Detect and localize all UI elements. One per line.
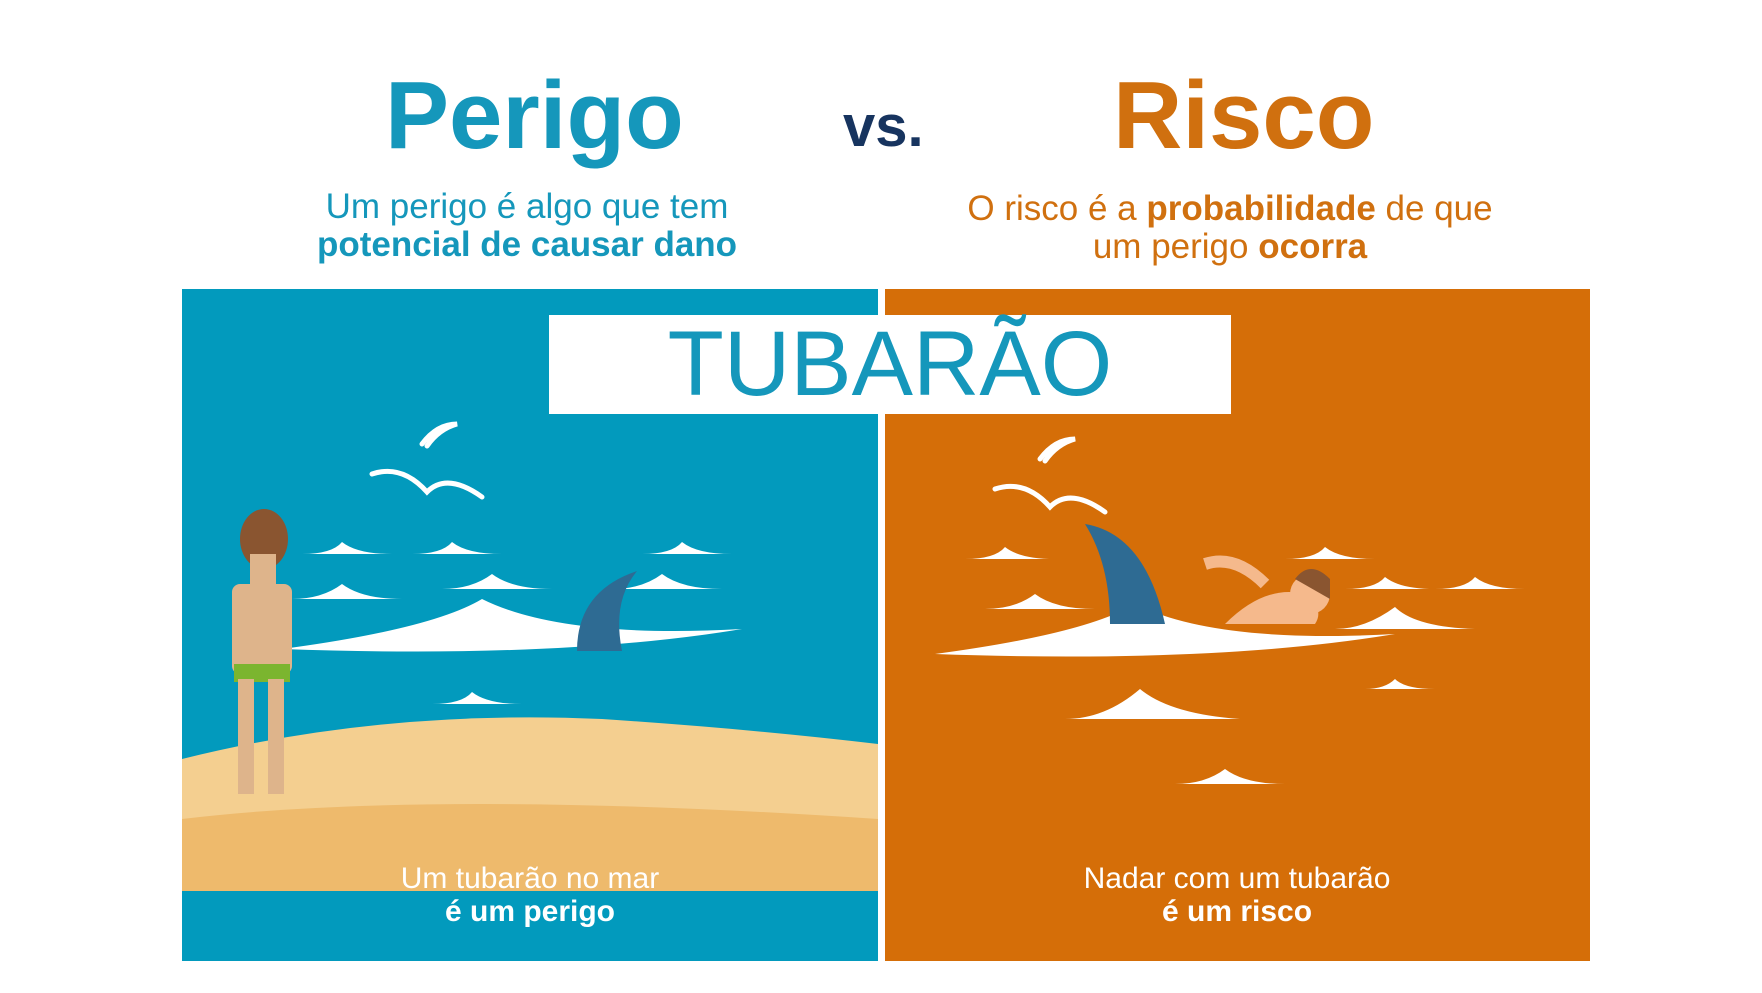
risco-definition: O risco é a probabilidade de que um peri…	[880, 190, 1580, 266]
swimming-illustration	[935, 436, 1525, 784]
hazard-caption: Um tubarão no mar é um perigo	[230, 862, 830, 928]
wave-shapes	[935, 547, 1525, 784]
sand-dark	[182, 804, 878, 891]
definition-bold: probabilidade	[1146, 189, 1376, 228]
seagull-icons	[992, 436, 1108, 515]
perigo-title: Perigo	[385, 62, 684, 169]
shark-fin-icon	[1085, 524, 1165, 624]
vs-label: vs.	[843, 94, 924, 159]
risco-title: Risco	[1113, 62, 1375, 169]
definition-text: um perigo	[1092, 227, 1259, 266]
person-standing-icon	[232, 509, 292, 794]
beach-illustration	[182, 421, 878, 891]
caption-line-bold: é um perigo	[444, 895, 616, 928]
seagull-icons	[369, 421, 485, 500]
definition-text: de que	[1375, 189, 1493, 228]
definition-line: Um perigo é algo que tem	[325, 187, 729, 226]
caption-line: Nadar com um tubarão	[1083, 862, 1391, 895]
definition-text: O risco é a	[967, 189, 1147, 228]
definition-bold: ocorra	[1258, 227, 1368, 266]
wave-shapes	[282, 542, 742, 704]
perigo-definition: Um perigo é algo que tem potencial de ca…	[177, 188, 877, 264]
definition-line-bold: potencial de causar dano	[316, 225, 738, 264]
swimmer-icon	[1203, 555, 1330, 624]
caption-line-bold: é um risco	[1161, 895, 1313, 928]
risk-caption: Nadar com um tubarão é um risco	[937, 862, 1537, 928]
shark-fin-icon	[577, 571, 637, 651]
shark-label: TUBARÃO	[549, 315, 1231, 414]
caption-line: Um tubarão no mar	[400, 862, 660, 895]
